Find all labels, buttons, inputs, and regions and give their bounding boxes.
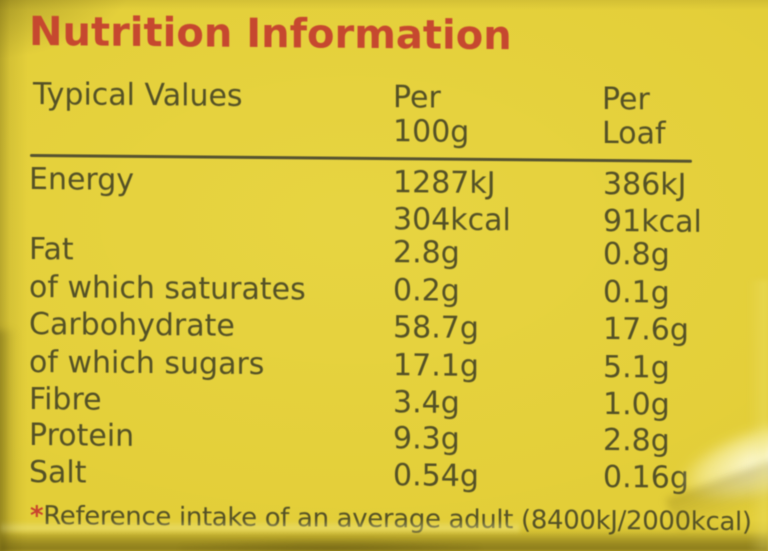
per-loaf-value: 0.1g xyxy=(603,274,670,311)
per-100g-value: 58.7g xyxy=(393,310,479,346)
per-loaf-value: 0.8g xyxy=(603,236,670,273)
nutrient-label: Energy xyxy=(29,161,135,198)
nutrient-label: Salt xyxy=(29,454,87,491)
per-loaf-value: 17.6g xyxy=(603,311,689,348)
nutrient-label: Fat xyxy=(29,231,74,268)
per-loaf-value: 1.0g xyxy=(603,386,670,423)
per-loaf-value: 386kJ 91kcal xyxy=(603,166,702,240)
nutrition-table: Energy 1287kJ 304kcal 386kJ 91kcal Fat 2.8… xyxy=(29,0,759,496)
per-loaf-line1: Per xyxy=(602,81,650,118)
per-loaf-line2: Loaf xyxy=(602,115,666,152)
nutrient-label: Fibre xyxy=(29,381,102,418)
per-100g-line2: 100g xyxy=(393,114,470,150)
nutrient-label: Protein xyxy=(29,417,135,454)
per-100g-value: 9.3g xyxy=(393,421,460,457)
per-100g-value: 2.8g xyxy=(393,235,460,271)
per-100g-value: 17.1g xyxy=(393,348,479,384)
per-100g-line1: Per xyxy=(393,80,441,116)
per-100g-value: 0.2g xyxy=(393,273,460,309)
nutrient-label: of which sugars xyxy=(29,344,265,383)
per-100g-value: 0.54g xyxy=(393,458,479,494)
column-header-per-loaf: Per Loaf xyxy=(602,81,666,152)
nutrient-label: of which saturates xyxy=(29,269,306,308)
footnote-text: Reference intake of an average adult (84… xyxy=(43,501,752,538)
per-loaf-value: 5.1g xyxy=(603,349,670,386)
per-100g-value: 3.4g xyxy=(393,385,460,421)
page-title: Nutrition Information xyxy=(29,8,512,60)
reference-intake-footnote: *Reference intake of an average adult (8… xyxy=(30,500,752,538)
column-header-per-100g: Per 100g xyxy=(393,80,470,150)
table-header: Typical Values Per 100g Per Loaf xyxy=(33,77,733,152)
nutrient-label: Carbohydrate xyxy=(29,306,235,344)
per-100g-value: 1287kJ 304kcal xyxy=(393,165,511,239)
column-header-typical-values: Typical Values xyxy=(33,77,243,114)
per-loaf-value: 2.8g xyxy=(603,422,670,459)
per-loaf-value: 0.16g xyxy=(603,459,689,496)
asterisk-marker: * xyxy=(30,500,44,532)
